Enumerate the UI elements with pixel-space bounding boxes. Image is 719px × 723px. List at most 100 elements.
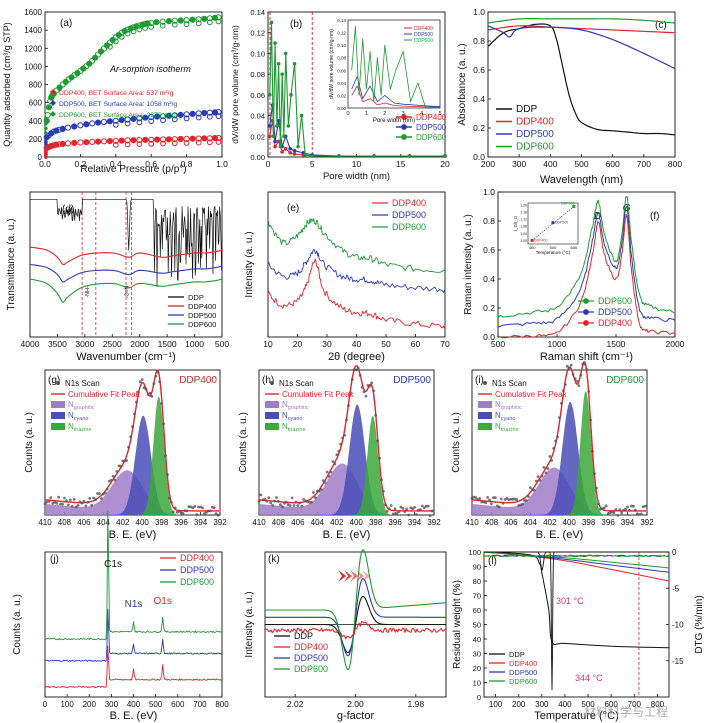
scan-point [552, 447, 556, 450]
x-tick-label: 20 [293, 339, 303, 349]
scan-point [150, 395, 154, 398]
data-point-ddp400 [136, 137, 143, 144]
y-axis-title: Counts (a. u.) [238, 412, 249, 473]
scan-point [72, 498, 76, 501]
y-tick-label: 200 [29, 135, 43, 144]
scan-point [195, 513, 199, 517]
scan-point [597, 502, 600, 506]
y-tick-label: 0.6 [483, 245, 495, 255]
data-point-ddp600 [278, 144, 283, 149]
y-tick-label: 1000 [24, 62, 42, 71]
scan-point [127, 445, 130, 449]
x-tick-label: 600 [606, 159, 620, 169]
x-tick-label: 396 [388, 518, 402, 527]
scan-point [362, 390, 366, 394]
scan-point [632, 504, 635, 508]
legend-label-base: N [495, 411, 501, 420]
x-tick-label: 406 [77, 518, 91, 527]
data-point-ddp400 [83, 139, 90, 146]
scan-point [280, 505, 284, 509]
data-point-ddp600 [44, 117, 48, 121]
scan-point [177, 509, 181, 513]
data-point-ddp400 [100, 138, 108, 145]
series-ddp500 [497, 205, 676, 328]
x-tick-label: 700 [628, 700, 642, 709]
data-point-ddp400 [71, 139, 78, 146]
data-point-desorption-ddp600 [107, 43, 113, 50]
legend-label: DDP500 [416, 123, 447, 132]
scan-point [527, 495, 530, 498]
scan-point [558, 416, 561, 419]
legend-label: DDP600 [294, 664, 328, 674]
y-tick-label: 30 [473, 650, 481, 659]
inset-y-tick-label: 1.04 [520, 232, 527, 236]
y-tick-label: 1.0 [483, 187, 495, 197]
x-axis-title: Wavelength (nm) [540, 174, 623, 186]
scan-point [542, 466, 546, 469]
x-tick-label: 398 [155, 518, 169, 527]
data-point-desorption-ddp600 [118, 34, 125, 40]
inset-point-label: DDP500 [555, 221, 568, 225]
x-tick-label: 700 [193, 700, 207, 709]
series-ddp600 [265, 549, 446, 671]
scan-point [136, 390, 140, 394]
dtg-ddp600 [483, 554, 670, 558]
weight-ddp600 [483, 551, 670, 569]
scan-point [428, 514, 432, 518]
legend-label: DDP500 [598, 307, 632, 317]
data-point-ddp600 [282, 134, 286, 139]
legend-label-base: N [282, 422, 288, 431]
dtg-ddp [484, 551, 669, 691]
y-tick-label: 0.4 [483, 274, 495, 284]
x-tick-label: 40 [352, 339, 362, 349]
scan-point [602, 506, 606, 510]
scan-point [84, 504, 88, 508]
scan-point [154, 374, 158, 378]
scan-point [364, 394, 368, 398]
panel-a: 0.0 0.2 0.4 0.6 0.8 1.0 0 200 400 600 800 1000 1200 1… [2, 8, 228, 175]
x-tick-label: 4000 [21, 339, 40, 349]
data-point-ddp400 [112, 137, 119, 144]
scan-point [540, 474, 544, 478]
legend-label: DDP600 [416, 133, 447, 142]
scan-point [300, 504, 304, 508]
legend-label-subscript: triazine [501, 427, 519, 433]
y-tick-label: 600 [29, 99, 43, 108]
scan-point [43, 502, 47, 505]
scan-point [82, 500, 86, 503]
legend-label: DDP600 [598, 296, 632, 306]
inset-x-tick-label: 5 [438, 111, 441, 117]
data-point-desorption-ddp400 [112, 142, 119, 148]
cumulative-fit-peak [44, 369, 219, 512]
scan-point [595, 486, 598, 490]
scan-point [536, 475, 540, 479]
legend-label: DDP600 [180, 577, 214, 587]
scan-point [152, 382, 156, 386]
x-axis-title: B. E. (eV) [323, 529, 371, 541]
legend-label-subscript: graphitic [74, 405, 95, 411]
legend-label-base: N [68, 422, 74, 431]
x-axis-title: Temperature (°C) [534, 710, 618, 722]
data-point-desorption-ddp500 [215, 113, 222, 119]
y-axis-title: Counts (a. u.) [24, 412, 35, 473]
scan-point [376, 439, 379, 443]
y-tick-label: 0.2 [473, 123, 485, 133]
legend-swatch [265, 423, 279, 430]
x-tick-label: 1500 [607, 339, 626, 349]
legend-label: DDP500 [392, 210, 426, 220]
x-tick-label: 396 [601, 518, 615, 527]
data-point-ddp500 [44, 137, 48, 142]
legend-label-base: N [495, 422, 501, 431]
scan-point [358, 373, 362, 377]
data-point-ddp400 [292, 152, 297, 156]
scan-point [74, 505, 78, 509]
legend-marker [56, 381, 60, 385]
scan-point [275, 496, 278, 499]
scan-point [569, 363, 573, 367]
series-ddp500 [265, 578, 446, 657]
arrow-icon [356, 570, 364, 582]
data-point-ddp600 [275, 124, 279, 128]
data-point-desorption-ddp600 [195, 20, 202, 27]
scan-point [577, 384, 581, 388]
data-point-ddp500 [165, 112, 172, 119]
